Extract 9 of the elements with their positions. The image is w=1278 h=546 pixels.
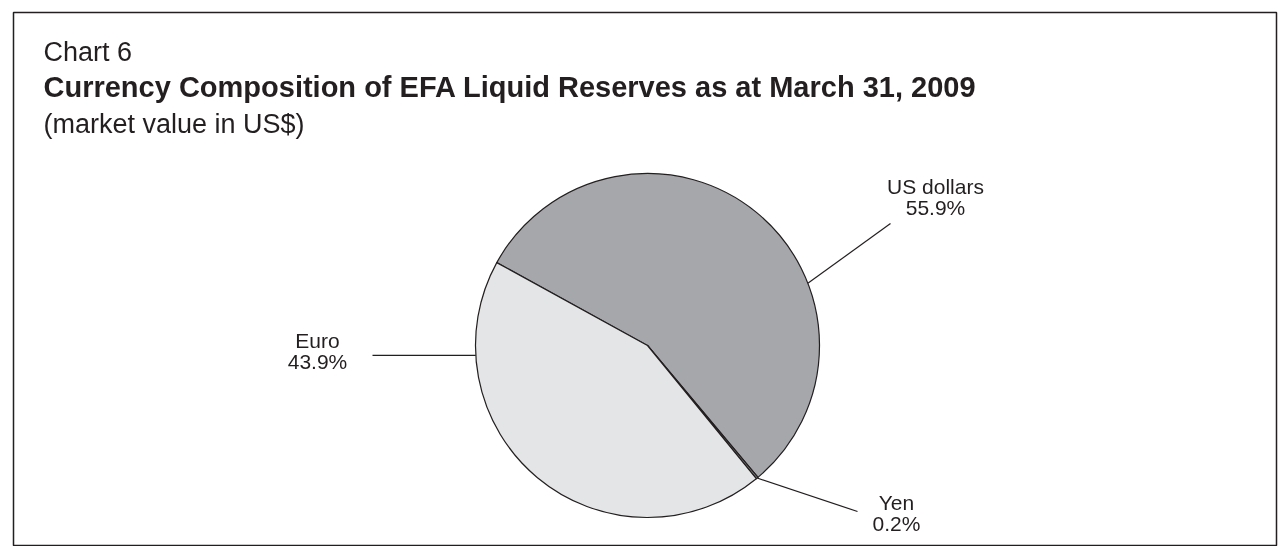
slice-label: Euro <box>295 329 340 353</box>
chart-subtitle: (market value in US$) <box>43 108 305 139</box>
data-label: 0.2% <box>872 512 921 536</box>
slice-label: Yen <box>878 491 915 515</box>
chart-title: Currency Composition of EFA Liquid Reserves as at March 31, 2009 <box>43 70 976 103</box>
slice-label: US dollars <box>887 175 984 199</box>
data-label: 55.9% <box>905 196 966 220</box>
data-label: 43.9% <box>287 350 348 374</box>
caption: Chart 6 <box>43 36 133 67</box>
